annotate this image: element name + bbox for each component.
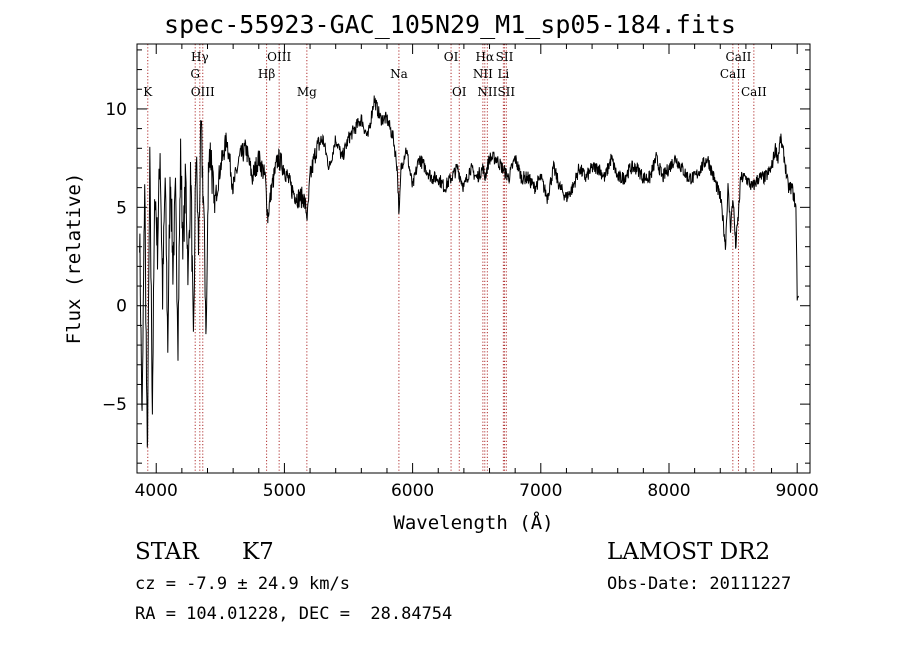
line-marker-label: OI xyxy=(452,85,467,99)
object-subclass: K7 xyxy=(242,539,274,565)
line-marker-label: NII xyxy=(477,85,497,99)
line-marker-label: OIII xyxy=(191,85,215,99)
line-markers-layer xyxy=(147,44,755,473)
y-tick-label: 5 xyxy=(116,198,127,218)
coordinates-readout: RA = 104.01228, DEC = 28.84754 xyxy=(135,604,453,624)
y-axis-label: Flux (relative) xyxy=(63,173,85,345)
line-marker-labels-layer: KHγGOIIIOIIIHβMgNaOIOIHαNIINIISIILiSIICa… xyxy=(143,50,767,99)
spectrum-layer xyxy=(139,95,799,448)
line-marker-label: Li xyxy=(497,67,509,81)
line-marker-label: CaII xyxy=(741,85,767,99)
velocity-readout: cz = -7.9 ± 24.9 km/s xyxy=(135,574,350,594)
y-tick-label: −5 xyxy=(102,395,127,415)
x-tick-label: 9000 xyxy=(776,481,819,501)
x-tick-label: 6000 xyxy=(391,481,434,501)
x-axis-label: Wavelength (Å) xyxy=(393,511,553,534)
y-tick-label: 0 xyxy=(116,297,127,317)
line-marker-label: Hα xyxy=(475,50,494,64)
survey-label: LAMOST DR2 xyxy=(607,539,771,565)
x-tick-label: 5000 xyxy=(263,481,306,501)
line-marker-label: OIII xyxy=(267,50,291,64)
line-marker-label: NII xyxy=(473,67,493,81)
x-tick-label: 7000 xyxy=(519,481,562,501)
y-tick-label: 10 xyxy=(105,100,127,120)
line-marker-label: Na xyxy=(390,67,408,81)
line-marker-label: Hβ xyxy=(258,67,275,81)
line-marker-label: G xyxy=(190,67,200,81)
axes-layer xyxy=(136,43,811,474)
object-class: STAR xyxy=(135,539,199,565)
observation-date: Obs-Date: 20111227 xyxy=(607,574,792,594)
plot-frame xyxy=(136,43,811,474)
x-tick-label: 4000 xyxy=(135,481,178,501)
chart-title: spec-55923-GAC_105N29_M1_sp05-184.fits xyxy=(164,10,736,39)
line-marker-label: OI xyxy=(444,50,459,64)
line-marker-label: Hγ xyxy=(191,50,209,64)
line-marker-label: SII xyxy=(497,85,515,99)
spectrum-line xyxy=(139,95,799,448)
ticks-layer: 4000 5000 6000 7000 8000 9000 −5 0 5 10 xyxy=(102,44,819,501)
line-marker-label: Mg xyxy=(297,85,317,99)
line-marker-label: K xyxy=(143,85,153,99)
line-marker-label: CaII xyxy=(726,50,752,64)
line-marker-label: CaII xyxy=(720,67,746,81)
line-marker-label: SII xyxy=(496,50,514,64)
x-tick-label: 8000 xyxy=(647,481,690,501)
